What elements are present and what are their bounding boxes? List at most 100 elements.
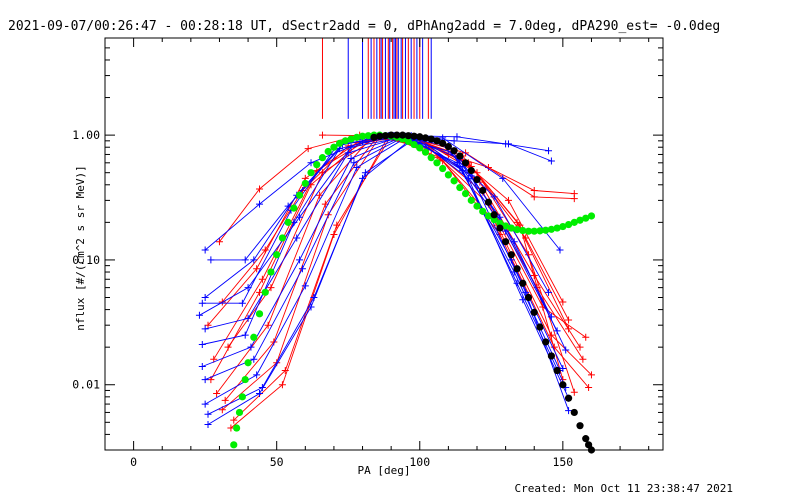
- series-line: [204, 135, 567, 405]
- data-point: [235, 408, 244, 417]
- y-tick-label: 1.00: [72, 128, 100, 142]
- data-point: [387, 131, 395, 139]
- data-point: [336, 139, 344, 147]
- data-point: [530, 193, 538, 201]
- data-point: [381, 132, 390, 140]
- data-point: [427, 135, 435, 143]
- data-point: [250, 355, 258, 363]
- data-point: [256, 200, 264, 208]
- data-point: [198, 299, 206, 307]
- chart-title: 2021-09-07/00:26:47 - 00:28:18 UT, dSect…: [8, 19, 720, 34]
- data-point: [565, 316, 573, 324]
- data-point: [370, 133, 378, 141]
- data-point: [444, 142, 452, 151]
- data-point: [433, 137, 441, 145]
- vertical-line-layer: [321, 38, 432, 119]
- data-point: [439, 164, 447, 173]
- data-point: [264, 321, 272, 329]
- data-point: [502, 140, 510, 148]
- data-point: [215, 238, 223, 246]
- data-point: [456, 183, 464, 192]
- y-tick-label: 0.01: [72, 378, 100, 392]
- data-point: [201, 246, 209, 254]
- data-point: [479, 186, 487, 195]
- data-point: [261, 288, 269, 296]
- data-point: [250, 333, 258, 341]
- data-point: [410, 140, 418, 149]
- data-point: [582, 333, 590, 341]
- data-point: [582, 214, 590, 222]
- data-point: [536, 227, 544, 235]
- data-point: [304, 145, 312, 153]
- data-point: [330, 143, 338, 151]
- data-point: [461, 159, 470, 167]
- data-point: [490, 193, 498, 201]
- series-line: [202, 135, 552, 345]
- data-point: [524, 293, 533, 302]
- data-point: [421, 134, 430, 142]
- data-point: [296, 256, 304, 264]
- x-axis-label: PA [deg]: [358, 464, 411, 477]
- data-point: [347, 143, 355, 151]
- data-point: [238, 299, 246, 307]
- data-point: [295, 191, 304, 199]
- data-point: [542, 338, 550, 346]
- data-point: [467, 196, 475, 204]
- data-point: [253, 265, 261, 273]
- data-point: [570, 408, 578, 417]
- data-point: [310, 294, 318, 302]
- data-point: [301, 179, 309, 188]
- data-point: [376, 132, 384, 140]
- data-point: [536, 323, 544, 331]
- data-point: [530, 227, 538, 235]
- data-point: [461, 189, 470, 198]
- data-point: [530, 186, 538, 194]
- data-point: [278, 381, 286, 389]
- data-point: [255, 310, 264, 318]
- data-point: [201, 376, 209, 384]
- data-point: [364, 132, 372, 140]
- data-point: [576, 422, 584, 430]
- data-point: [350, 159, 358, 167]
- data-point: [241, 331, 249, 339]
- data-point: [519, 296, 527, 304]
- data-point: [296, 213, 304, 221]
- data-point: [416, 144, 424, 152]
- data-point: [450, 177, 458, 185]
- data-point: [410, 132, 418, 140]
- data-point: [582, 435, 590, 443]
- data-point: [333, 221, 341, 229]
- data-point: [545, 147, 553, 155]
- data-point: [444, 171, 452, 179]
- data-point: [524, 227, 533, 235]
- data-point: [542, 226, 550, 234]
- data-point: [238, 393, 246, 401]
- y-tick-label: 0.10: [72, 253, 100, 267]
- data-point: [313, 161, 321, 169]
- data-point: [579, 355, 587, 363]
- data-point: [253, 371, 261, 379]
- data-point: [453, 133, 461, 141]
- data-point: [530, 308, 538, 316]
- data-point: [347, 154, 355, 162]
- data-point: [450, 147, 458, 155]
- data-point: [553, 224, 561, 232]
- data-point: [318, 154, 327, 162]
- data-point: [570, 218, 578, 226]
- data-point: [490, 216, 498, 224]
- data-point: [324, 147, 332, 156]
- data-point: [244, 284, 252, 292]
- data-point: [207, 256, 215, 264]
- data-point: [284, 218, 292, 226]
- data-point: [318, 131, 326, 139]
- data-point: [439, 139, 447, 147]
- data-point: [233, 424, 241, 432]
- data-point: [247, 343, 255, 351]
- data-point: [404, 137, 412, 146]
- data-point: [316, 191, 324, 199]
- data-point: [293, 234, 301, 242]
- data-point: [421, 148, 430, 156]
- data-point: [522, 288, 530, 296]
- series-line: [216, 137, 581, 394]
